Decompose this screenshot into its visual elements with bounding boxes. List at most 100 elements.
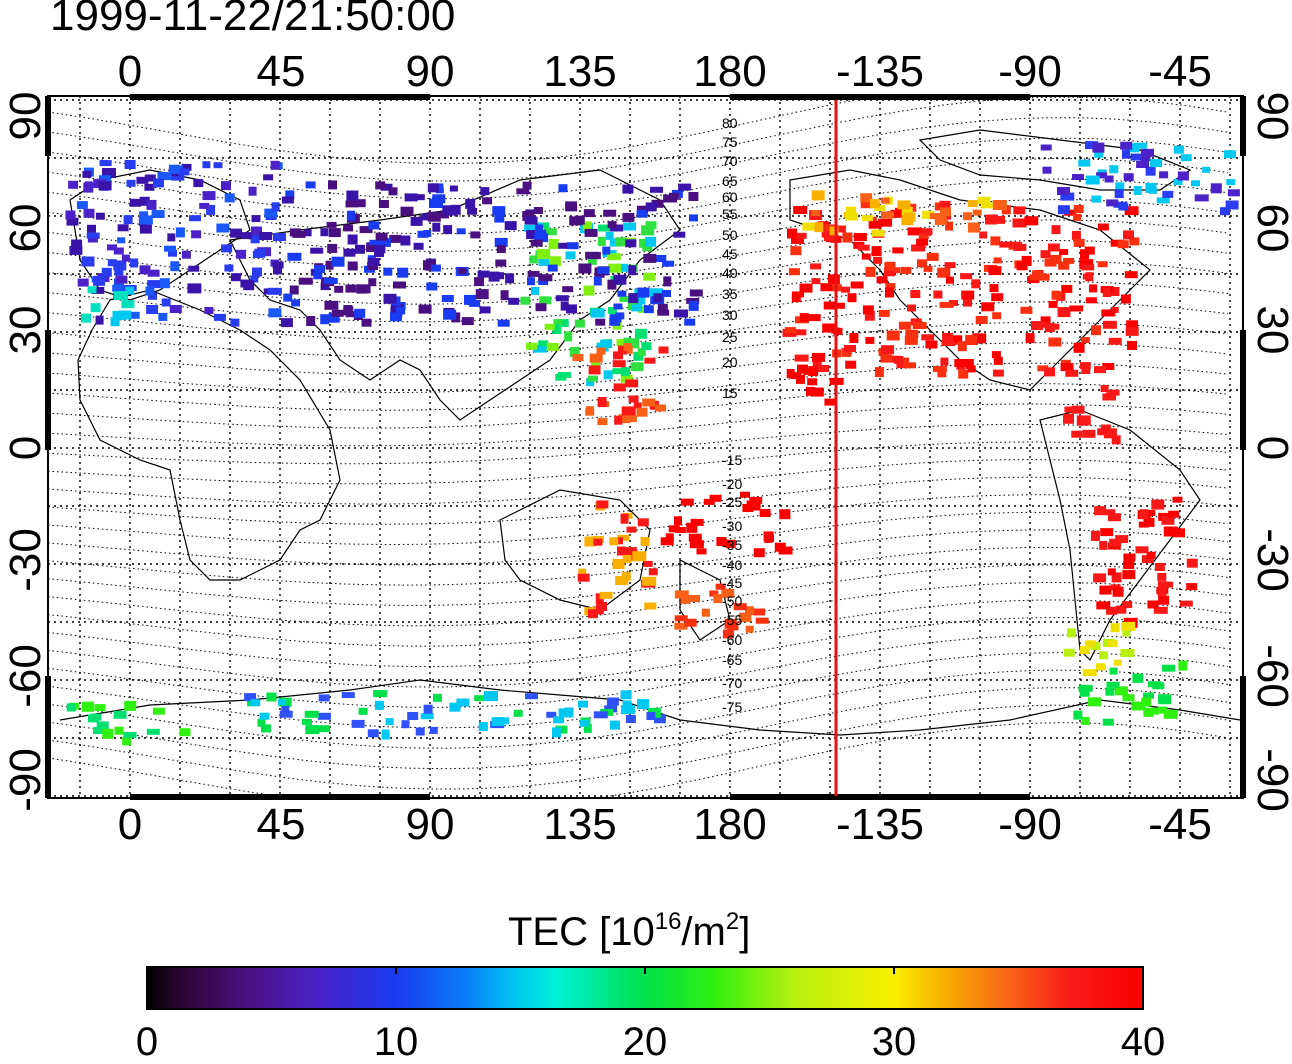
tec-point [794, 354, 809, 362]
tec-point [298, 277, 313, 285]
contour-label: 50 [722, 227, 738, 243]
tec-point [812, 361, 822, 368]
tec-point [1084, 246, 1095, 255]
colorbar-tick-mark [893, 966, 895, 974]
tec-point [607, 307, 617, 314]
tec-point [753, 608, 766, 616]
tec-point [1132, 673, 1143, 683]
tec-point [530, 239, 543, 247]
tec-point [118, 310, 132, 320]
tec-point [643, 560, 653, 567]
tec-point [516, 188, 530, 195]
tec-point [612, 360, 626, 368]
tec-point [946, 276, 954, 284]
axis-tick-label: 90 [405, 47, 455, 96]
tec-point [121, 300, 135, 309]
tec-point [368, 278, 377, 287]
tec-point [596, 602, 608, 611]
tec-point [869, 199, 880, 209]
contour-label: 20 [722, 354, 738, 370]
tec-point [383, 267, 393, 276]
tec-point [547, 264, 558, 272]
tec-point [90, 713, 102, 721]
tec-point [1078, 419, 1088, 426]
tec-point [1040, 250, 1051, 259]
contour-label: 65 [722, 173, 738, 189]
tec-point [273, 265, 282, 275]
tec-point [555, 725, 568, 734]
tec-point [385, 718, 394, 726]
tec-point [374, 249, 384, 257]
tec-point [224, 193, 235, 203]
tec-point [306, 316, 316, 326]
tec-point [1091, 195, 1102, 203]
tec-point [749, 496, 763, 504]
tec-point [181, 163, 192, 171]
tec-point [138, 215, 153, 225]
tec-point [689, 540, 704, 549]
tec-point [1085, 141, 1098, 150]
tec-point [356, 199, 366, 208]
tec-point [625, 239, 637, 248]
tec-point [1104, 175, 1114, 183]
tec-point [400, 206, 414, 216]
tec-point [496, 245, 506, 253]
tec-point [645, 202, 657, 212]
tec-point [674, 622, 688, 630]
tec-point [625, 338, 640, 349]
tec-point [619, 296, 631, 302]
tec-point [595, 318, 606, 326]
tec-point [87, 224, 96, 233]
tec-point [940, 207, 951, 217]
tec-point [1078, 684, 1093, 692]
tec-point [1073, 238, 1085, 247]
tec-point [358, 707, 368, 715]
tec-point [390, 312, 402, 322]
tec-point [1081, 716, 1090, 725]
tec-point [622, 212, 635, 222]
tec-point [420, 713, 434, 720]
tec-point [107, 259, 117, 267]
contour-line [48, 687, 1229, 770]
tec-point [558, 708, 568, 717]
tec-point [124, 700, 137, 711]
tec-point [989, 284, 999, 293]
tec-point [1157, 572, 1167, 581]
tec-point [1021, 255, 1032, 266]
tec-point [1168, 510, 1180, 518]
tec-point [76, 201, 88, 210]
tec-point [865, 266, 876, 277]
tec-point [497, 319, 510, 327]
tec-point [1099, 651, 1109, 660]
tec-point [230, 228, 243, 238]
colorbar-title: TEC [1016/m2] [508, 908, 751, 954]
axis-tick-label: -60 [1248, 644, 1292, 708]
tec-point [221, 181, 231, 191]
tec-point [331, 256, 345, 267]
tec-point [841, 347, 852, 357]
tec-point [1094, 150, 1104, 158]
tec-point [367, 262, 379, 270]
tec-point [1096, 172, 1108, 179]
tec-point [907, 227, 922, 236]
tec-point [465, 198, 476, 209]
tec-point [674, 309, 688, 318]
tec-point [422, 213, 433, 221]
tec-point [264, 208, 278, 218]
contour-line [48, 669, 1229, 749]
tec-point [433, 693, 442, 702]
tec-point [689, 214, 698, 222]
tec-point [93, 727, 105, 735]
tec-point [1102, 718, 1114, 726]
tec-point [1121, 621, 1136, 631]
tec-point [164, 245, 176, 252]
tec-point [817, 365, 830, 372]
tec-point [607, 221, 617, 229]
contour-line [48, 362, 1229, 411]
tec-point [539, 296, 552, 305]
tec-point [597, 236, 606, 246]
tec-point [847, 293, 857, 303]
tec-point [494, 213, 505, 223]
tec-point [221, 244, 233, 253]
tec-point [637, 699, 649, 710]
